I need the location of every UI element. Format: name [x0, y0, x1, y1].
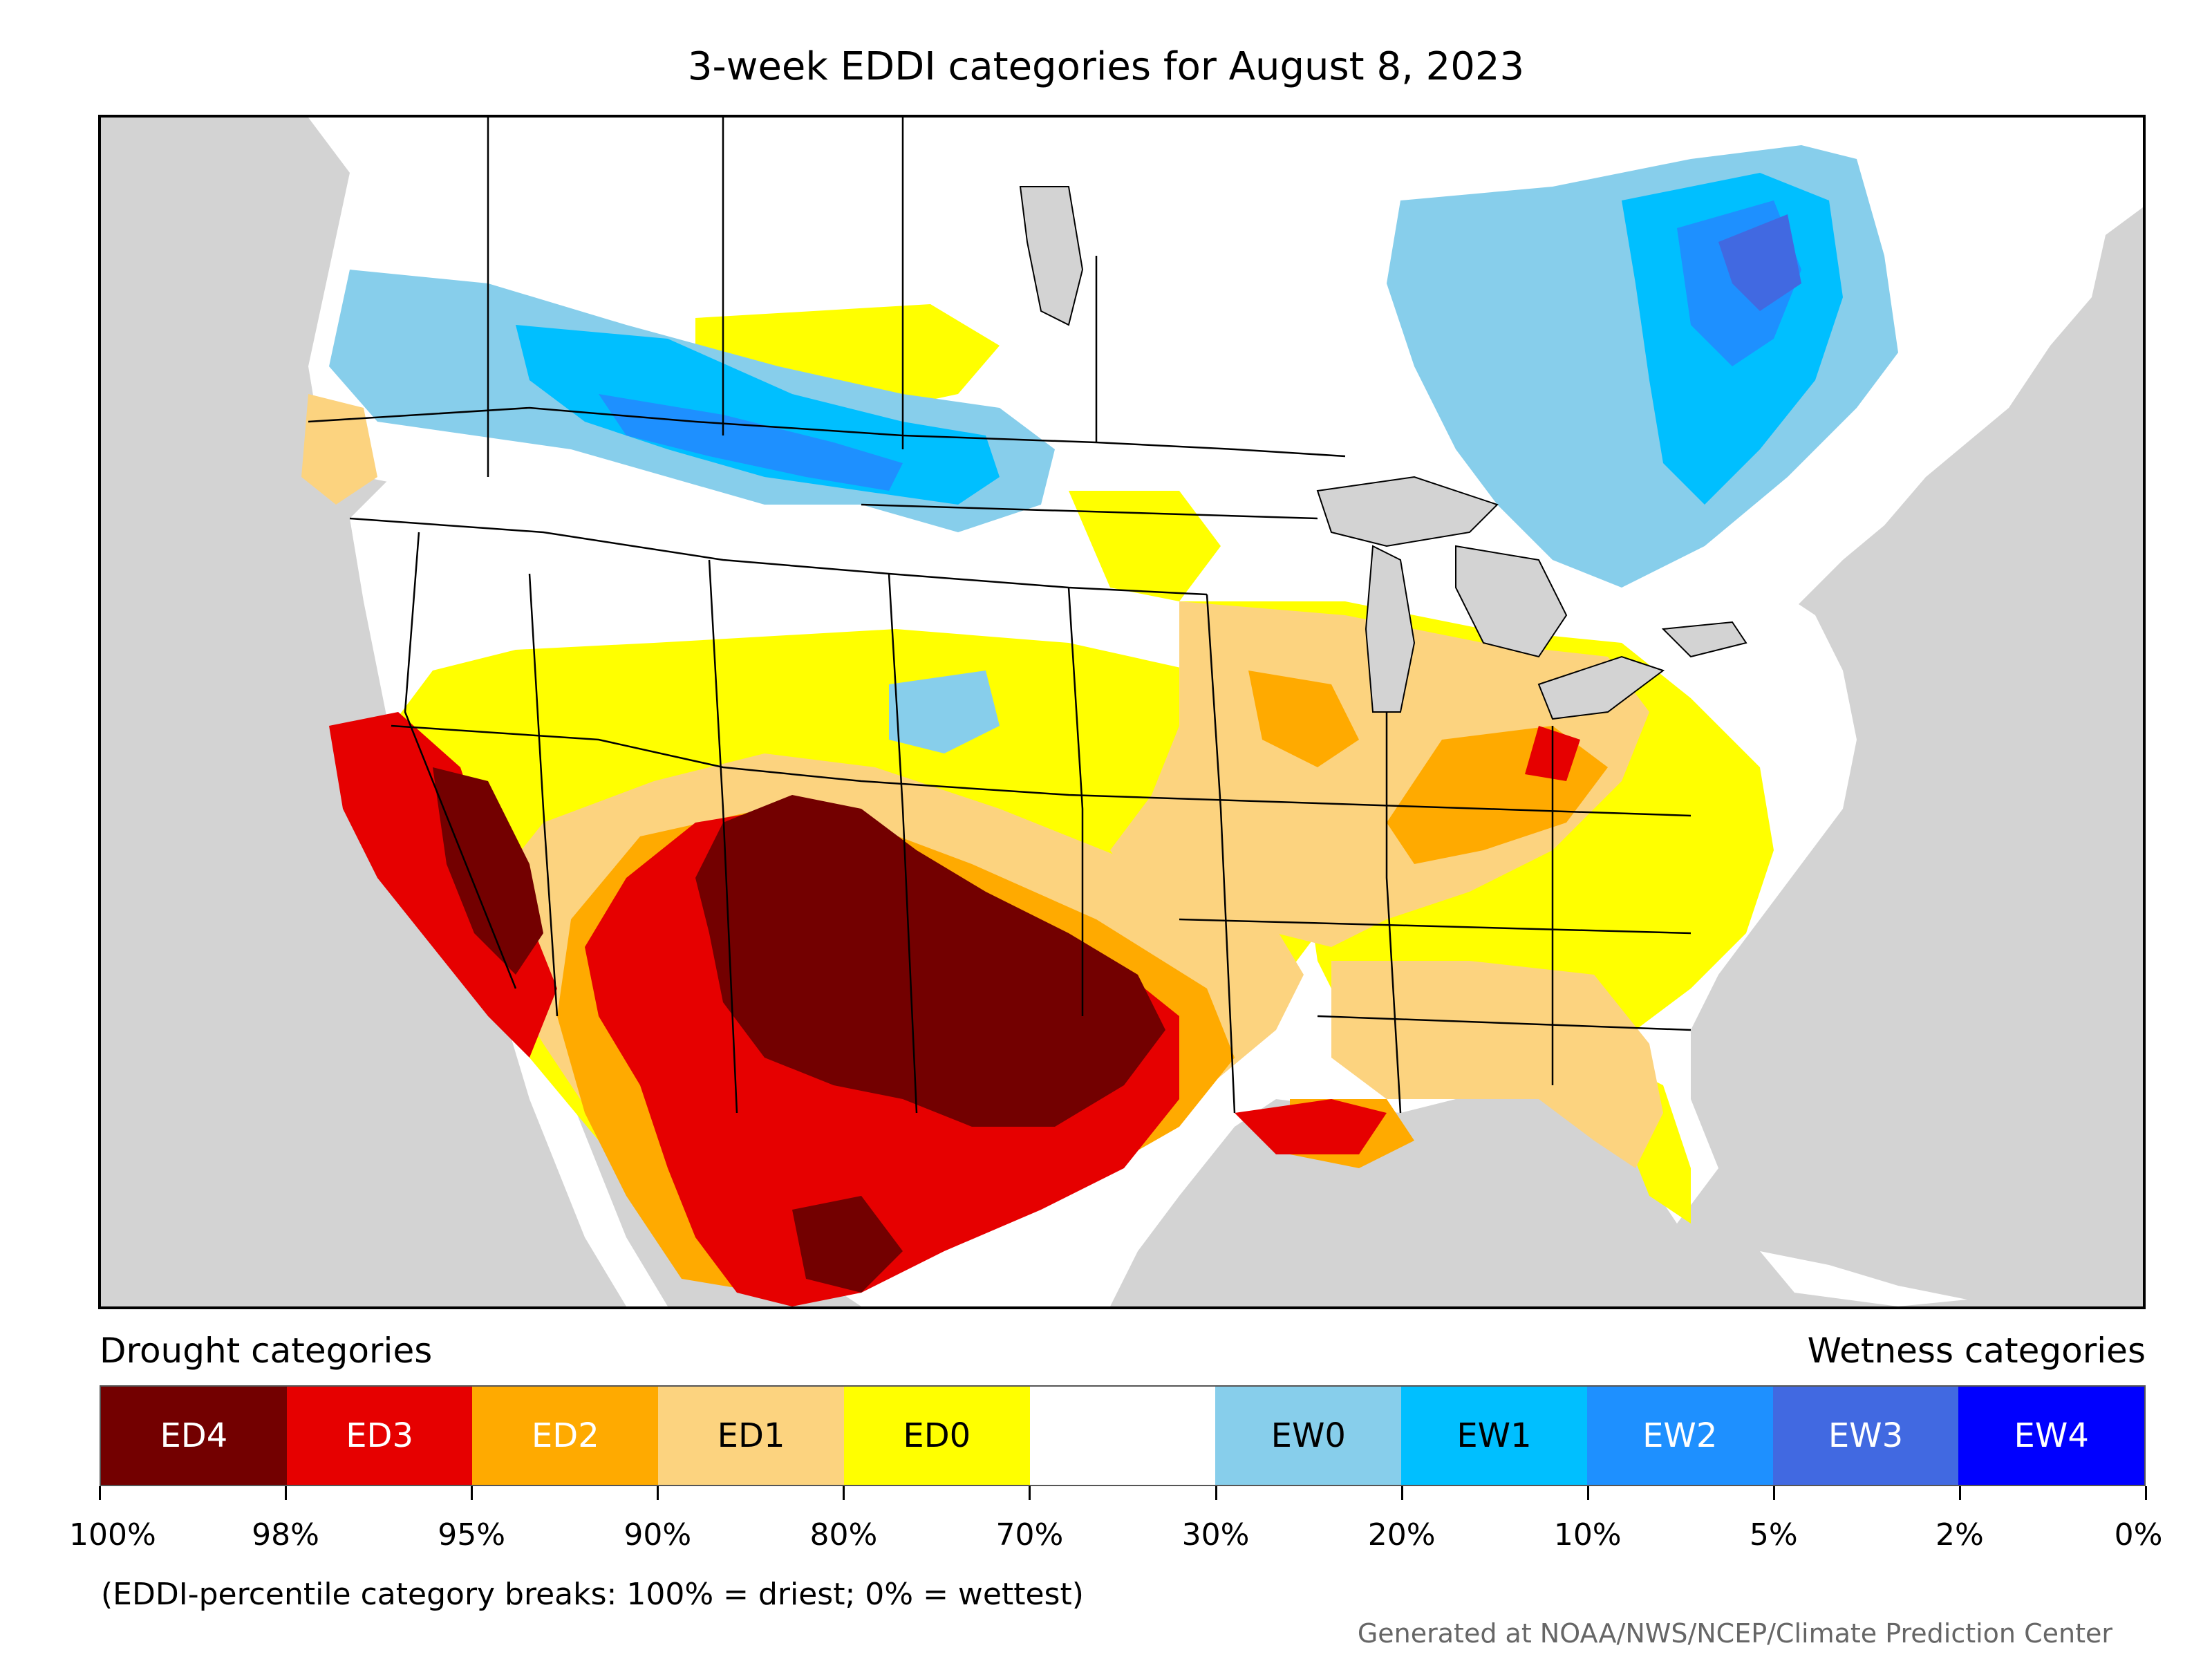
legend-tick — [1215, 1486, 1217, 1500]
legend-cell-ew1: EW1 — [1401, 1387, 1587, 1485]
legend-tick — [471, 1486, 474, 1500]
legend-cell-ed0: ED0 — [843, 1387, 1030, 1485]
legend-tick — [2145, 1486, 2147, 1500]
legend-tick-label: 80% — [809, 1517, 878, 1553]
legend-cell-ed1: ED1 — [658, 1387, 844, 1485]
category-legend-bar: ED4 ED3 ED2 ED1 ED0 EW0 EW1 EW2 EW3 EW4 — [100, 1385, 2146, 1486]
legend-tick-label: 95% — [438, 1517, 506, 1553]
legend-tick-label: 100% — [68, 1517, 156, 1553]
legend-tick — [99, 1486, 101, 1500]
category-breaks-note: (EDDI-percentile category breaks: 100% =… — [101, 1577, 1084, 1612]
lakes-layer — [1019, 186, 1747, 720]
legend-tick — [657, 1486, 659, 1500]
map-title: 3-week EDDI categories for August 8, 202… — [687, 44, 1525, 89]
legend-cell-ed2: ED2 — [472, 1387, 659, 1485]
legend-tick-label: 0% — [2114, 1517, 2163, 1553]
lake-superior — [1316, 476, 1499, 547]
legend-ticks — [99, 1486, 2147, 1507]
legend-cell-ew3: EW3 — [1772, 1387, 1959, 1485]
legend-tick — [1958, 1486, 1961, 1500]
lake-michigan — [1365, 545, 1416, 713]
lake-winnipeg — [1019, 186, 1084, 326]
map-canvas — [301, 118, 2143, 1306]
legend-cell-ew4: EW4 — [1958, 1387, 2145, 1485]
wetness-categories-heading: Wetness categories — [1807, 1331, 2146, 1371]
legend-cell-neutral — [1029, 1387, 1216, 1485]
legend-cell-ew2: EW2 — [1586, 1387, 1773, 1485]
legend-tick — [1400, 1486, 1403, 1500]
legend-cell-ed3: ED3 — [286, 1387, 473, 1485]
legend-tick-label: 10% — [1553, 1517, 1622, 1553]
legend-tick-label: 90% — [624, 1517, 692, 1553]
lake-huron — [1455, 545, 1568, 658]
legend-tick-label: 5% — [1749, 1517, 1798, 1553]
legend-tick — [1029, 1486, 1031, 1500]
credit-text: Generated at NOAA/NWS/NCEP/Climate Predi… — [1357, 1618, 2112, 1649]
caribbean-islands — [1760, 1251, 1967, 1306]
legend-tick — [1586, 1486, 1589, 1500]
legend-tick-label: 70% — [995, 1517, 1064, 1553]
lake-erie — [1537, 655, 1665, 720]
legend-tick — [285, 1486, 288, 1500]
lake-ontario — [1661, 621, 1747, 658]
legend-cell-ew0: EW0 — [1215, 1387, 1402, 1485]
legend-tick-label: 2% — [1936, 1517, 1984, 1553]
legend-tick-label: 98% — [252, 1517, 319, 1553]
legend-tick-label: 20% — [1367, 1517, 1436, 1553]
drought-categories-heading: Drought categories — [100, 1331, 433, 1371]
legend-tick — [1772, 1486, 1775, 1500]
legend-tick — [843, 1486, 845, 1500]
eddi-map — [98, 115, 2146, 1309]
legend-tick-label: 30% — [1181, 1517, 1250, 1553]
borders-layer — [308, 118, 1691, 1114]
legend-cell-ed4: ED4 — [101, 1387, 287, 1485]
